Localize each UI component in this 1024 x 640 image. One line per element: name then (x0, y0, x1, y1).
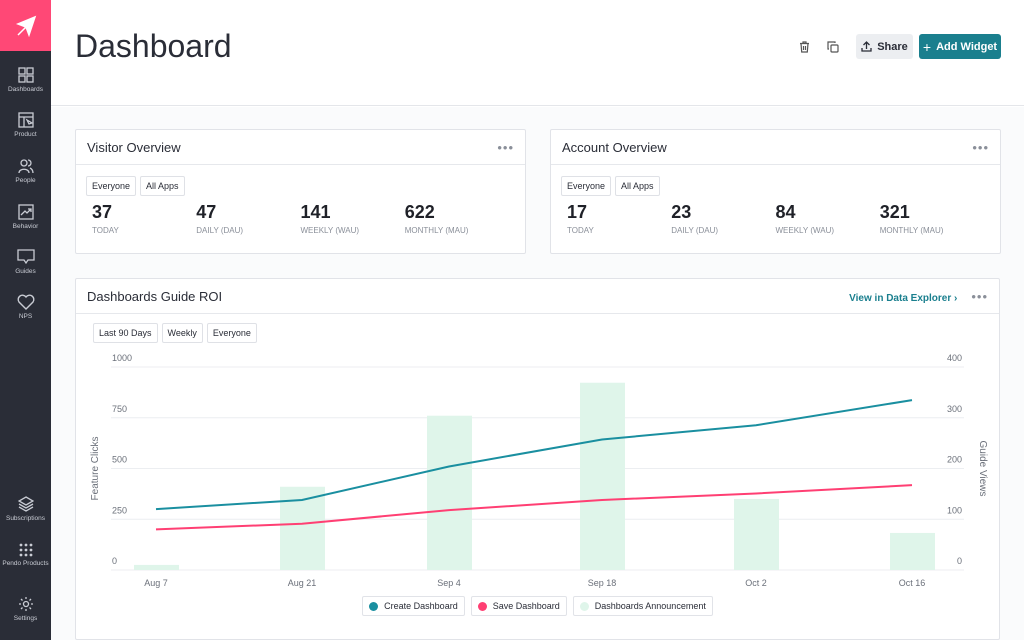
heart-icon (17, 294, 34, 310)
more-icon[interactable]: ••• (971, 288, 988, 304)
y2-tick-label: 300 (947, 404, 962, 414)
share-label: Share (877, 40, 908, 53)
stat-wau: 84 WEEKLY (WAU) (775, 202, 835, 235)
x-tick-label: Oct 2 (745, 578, 767, 588)
sidebar-label: Dashboards (7, 86, 44, 93)
y2-tick-label: 200 (947, 455, 962, 465)
y-tick-label: 250 (112, 505, 127, 515)
y-tick-label: 500 (112, 455, 127, 465)
duplicate-button[interactable] (823, 34, 843, 59)
sidebar: Dashboards Product People Behavior Guide… (0, 0, 51, 640)
bar-announcement (734, 498, 779, 570)
stat-dau: 23 DAILY (DAU) (671, 202, 719, 235)
y2-axis-label: Guide Views (977, 441, 988, 497)
y-tick-label: 1000 (112, 353, 132, 363)
trash-icon (799, 40, 809, 53)
visitor-overview-widget: Visitor Overview ••• Everyone All Apps 37 T… (75, 129, 526, 254)
sidebar-label: People (15, 177, 36, 184)
layers-icon (17, 496, 34, 512)
sidebar-item-nps[interactable]: NPS (0, 294, 51, 320)
widget-title: Account Overview (562, 139, 667, 155)
bar-announcement (427, 415, 472, 570)
add-widget-button[interactable]: + Add Widget (919, 34, 1001, 59)
segment-filter[interactable]: Everyone (206, 323, 257, 343)
legend-create-dashboard[interactable]: Create Dashboard (362, 596, 465, 616)
legend-swatch (579, 601, 589, 611)
x-tick-label: Aug 7 (144, 578, 168, 588)
guide-roi-widget: Dashboards Guide ROI View in Data Explor… (75, 278, 1000, 640)
sidebar-label: Pendo Products (2, 560, 49, 567)
bar-announcement (580, 382, 625, 570)
legend-swatch (477, 601, 487, 611)
delete-button[interactable] (794, 34, 814, 59)
x-tick-label: Oct 16 (899, 578, 926, 588)
account-overview-widget: Account Overview ••• Everyone All Apps 17 T… (550, 129, 1001, 254)
sidebar-label: NPS (18, 313, 33, 320)
upload-icon (861, 41, 872, 52)
stat-mau: 622 MONTHLY (MAU) (404, 202, 469, 235)
view-in-data-explorer-link[interactable]: View in Data Explorer › (849, 292, 958, 304)
sidebar-item-pendo-products[interactable]: Pendo Products (0, 543, 51, 567)
apps-icon (19, 543, 32, 557)
sidebar-label: Guides (15, 268, 36, 275)
message-icon (16, 249, 35, 265)
people-icon (17, 159, 34, 174)
widget-title: Dashboards Guide ROI (87, 288, 223, 304)
more-icon[interactable]: ••• (497, 139, 514, 155)
y-axis-label: Feature Clicks (90, 437, 101, 501)
line-create-dashboard (155, 399, 913, 511)
sidebar-item-people[interactable]: People (0, 158, 51, 184)
pendo-logo[interactable] (0, 0, 51, 51)
stat-wau: 141 WEEKLY (WAU) (300, 202, 360, 235)
stat-today: 17 TODAY (567, 202, 594, 235)
y2-tick-label: 100 (947, 505, 962, 515)
stat-dau: 47 DAILY (DAU) (196, 202, 244, 235)
sidebar-item-behavior[interactable]: Behavior (0, 204, 51, 230)
product-icon (17, 112, 34, 128)
y2-tick-label: 400 (947, 353, 962, 363)
y-tick-label: 750 (112, 404, 127, 414)
x-tick-label: Aug 21 (288, 578, 317, 588)
filter-chip[interactable]: All Apps (140, 176, 185, 196)
legend-save-dashboard[interactable]: Save Dashboard (470, 596, 567, 616)
sidebar-label: Behavior (12, 223, 39, 230)
legend-swatch (369, 601, 379, 611)
gear-icon (18, 597, 33, 611)
stat-today: 37 TODAY (92, 202, 119, 235)
chart-legend: Create Dashboard Save Dashboard Dashboar… (76, 596, 999, 616)
legend-dashboards-announcement[interactable]: Dashboards Announcement (572, 596, 713, 616)
page-title: Dashboard (75, 28, 232, 64)
share-button[interactable]: Share (856, 34, 913, 59)
sidebar-label: Subscriptions (5, 515, 46, 522)
sidebar-item-subscriptions[interactable]: Subscriptions (0, 496, 51, 522)
x-tick-label: Sep 18 (588, 578, 617, 588)
filter-chip[interactable]: All Apps (615, 176, 660, 196)
page-header: Dashboard Share + Add Widget (51, 0, 1024, 106)
chart-icon (17, 204, 34, 220)
grid-icon (17, 67, 34, 83)
sidebar-item-settings[interactable]: Settings (0, 596, 51, 622)
stat-mau: 321 MONTHLY (MAU) (879, 202, 944, 235)
sidebar-item-product[interactable]: Product (0, 112, 51, 138)
sidebar-label: Product (14, 131, 37, 138)
sidebar-item-guides[interactable]: Guides (0, 249, 51, 275)
plus-icon: + (922, 38, 932, 55)
filter-chip[interactable]: Everyone (86, 176, 137, 196)
bar-announcement (134, 564, 179, 570)
more-icon[interactable]: ••• (972, 139, 989, 155)
y2-tick-label: 0 (957, 556, 962, 566)
y-tick-label: 0 (112, 556, 117, 566)
add-widget-label: Add Widget (936, 40, 998, 53)
copy-icon (827, 40, 839, 53)
filter-chip[interactable]: Everyone (561, 176, 612, 196)
date-range-filter[interactable]: Last 90 Days (93, 323, 158, 343)
sidebar-item-dashboards[interactable]: Dashboards (0, 67, 51, 93)
interval-filter[interactable]: Weekly (161, 323, 203, 343)
line-save-dashboard (155, 484, 913, 531)
sidebar-label: Settings (13, 615, 38, 622)
bar-announcement (890, 532, 935, 570)
x-tick-label: Sep 4 (437, 578, 461, 588)
widget-title: Visitor Overview (87, 139, 181, 155)
